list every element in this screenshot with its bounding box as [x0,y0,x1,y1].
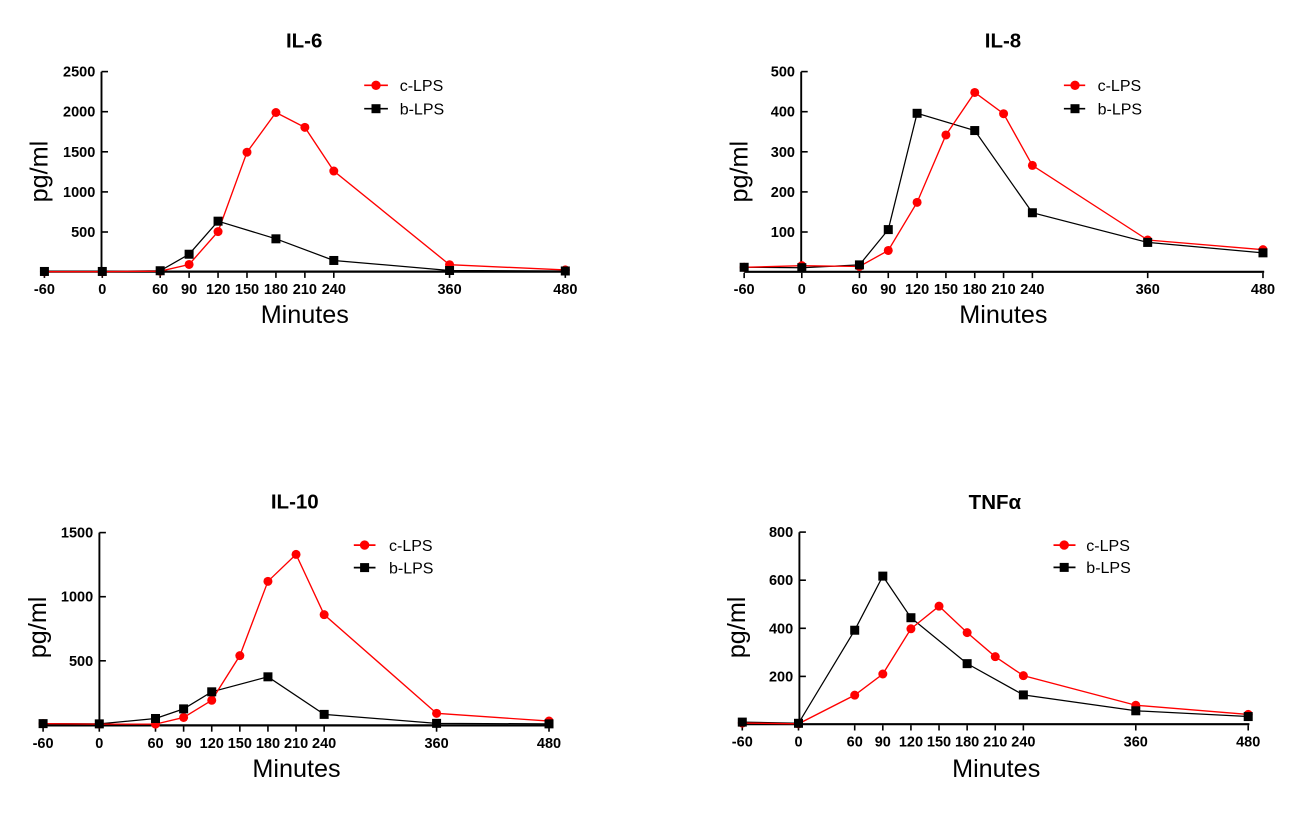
svg-text:90: 90 [181,282,197,298]
svg-text:1000: 1000 [61,590,93,606]
svg-text:180: 180 [256,736,280,752]
svg-text:pg/ml: pg/ml [725,141,753,203]
svg-text:120: 120 [200,736,224,752]
svg-text:180: 180 [955,735,979,751]
svg-text:240: 240 [322,282,346,298]
svg-text:360: 360 [1136,282,1160,298]
svg-text:pg/ml: pg/ml [26,141,54,203]
svg-text:240: 240 [1011,735,1035,751]
svg-text:100: 100 [771,225,795,241]
svg-text:1500: 1500 [61,526,93,542]
svg-text:400: 400 [769,621,793,637]
svg-text:b-LPS: b-LPS [1098,101,1142,118]
svg-text:400: 400 [771,105,795,121]
svg-text:480: 480 [553,282,577,298]
svg-text:600: 600 [769,573,793,589]
svg-text:Minutes: Minutes [252,755,340,783]
svg-text:500: 500 [69,654,93,670]
svg-text:c-LPS: c-LPS [1098,78,1142,95]
svg-text:0: 0 [95,736,103,752]
svg-text:c-LPS: c-LPS [389,538,433,555]
svg-text:180: 180 [264,282,288,298]
svg-text:2500: 2500 [63,65,95,81]
svg-text:b-LPS: b-LPS [1086,560,1130,577]
svg-text:Minutes: Minutes [959,301,1047,329]
svg-text:-60: -60 [33,736,54,752]
svg-text:2000: 2000 [63,105,95,121]
svg-text:480: 480 [1251,282,1275,298]
svg-text:0: 0 [98,282,106,298]
svg-text:c-LPS: c-LPS [1086,538,1130,555]
svg-text:60: 60 [152,282,168,298]
svg-text:60: 60 [147,736,163,752]
svg-text:210: 210 [991,282,1015,298]
svg-text:150: 150 [228,736,252,752]
svg-text:Minutes: Minutes [952,755,1040,783]
svg-text:200: 200 [771,185,795,201]
svg-text:90: 90 [875,735,891,751]
svg-text:360: 360 [1124,735,1148,751]
svg-text:b-LPS: b-LPS [389,560,433,577]
svg-text:Minutes: Minutes [261,301,349,329]
svg-text:pg/ml: pg/ml [723,597,751,659]
svg-text:360: 360 [437,282,461,298]
svg-text:120: 120 [905,282,929,298]
svg-text:60: 60 [851,282,867,298]
svg-text:c-LPS: c-LPS [400,78,444,95]
svg-text:150: 150 [927,735,951,751]
svg-text:0: 0 [794,735,802,751]
svg-text:60: 60 [847,735,863,751]
svg-text:150: 150 [934,282,958,298]
svg-text:480: 480 [1236,735,1260,751]
svg-text:180: 180 [963,282,987,298]
svg-text:IL-6: IL-6 [286,30,322,53]
svg-text:0: 0 [798,282,806,298]
svg-text:IL-8: IL-8 [985,30,1021,53]
svg-text:210: 210 [293,282,317,298]
svg-text:-60: -60 [732,735,753,751]
svg-text:480: 480 [537,736,561,752]
svg-text:500: 500 [71,225,95,241]
svg-text:120: 120 [206,282,230,298]
svg-text:90: 90 [880,282,896,298]
svg-text:800: 800 [769,525,793,541]
svg-text:240: 240 [1020,282,1044,298]
svg-text:120: 120 [899,735,923,751]
svg-text:240: 240 [312,736,336,752]
svg-text:IL-10: IL-10 [271,490,319,513]
svg-text:-60: -60 [734,282,755,298]
svg-text:210: 210 [284,736,308,752]
svg-text:90: 90 [176,736,192,752]
svg-text:-60: -60 [34,282,55,298]
svg-text:1000: 1000 [63,185,95,201]
svg-text:b-LPS: b-LPS [400,101,444,118]
svg-text:210: 210 [983,735,1007,751]
svg-text:300: 300 [771,145,795,161]
svg-text:150: 150 [235,282,259,298]
svg-text:TNFα: TNFα [969,491,1022,514]
svg-text:360: 360 [424,736,448,752]
svg-text:1500: 1500 [63,145,95,161]
svg-text:500: 500 [771,65,795,81]
svg-text:200: 200 [769,669,793,685]
svg-text:pg/ml: pg/ml [24,597,52,659]
